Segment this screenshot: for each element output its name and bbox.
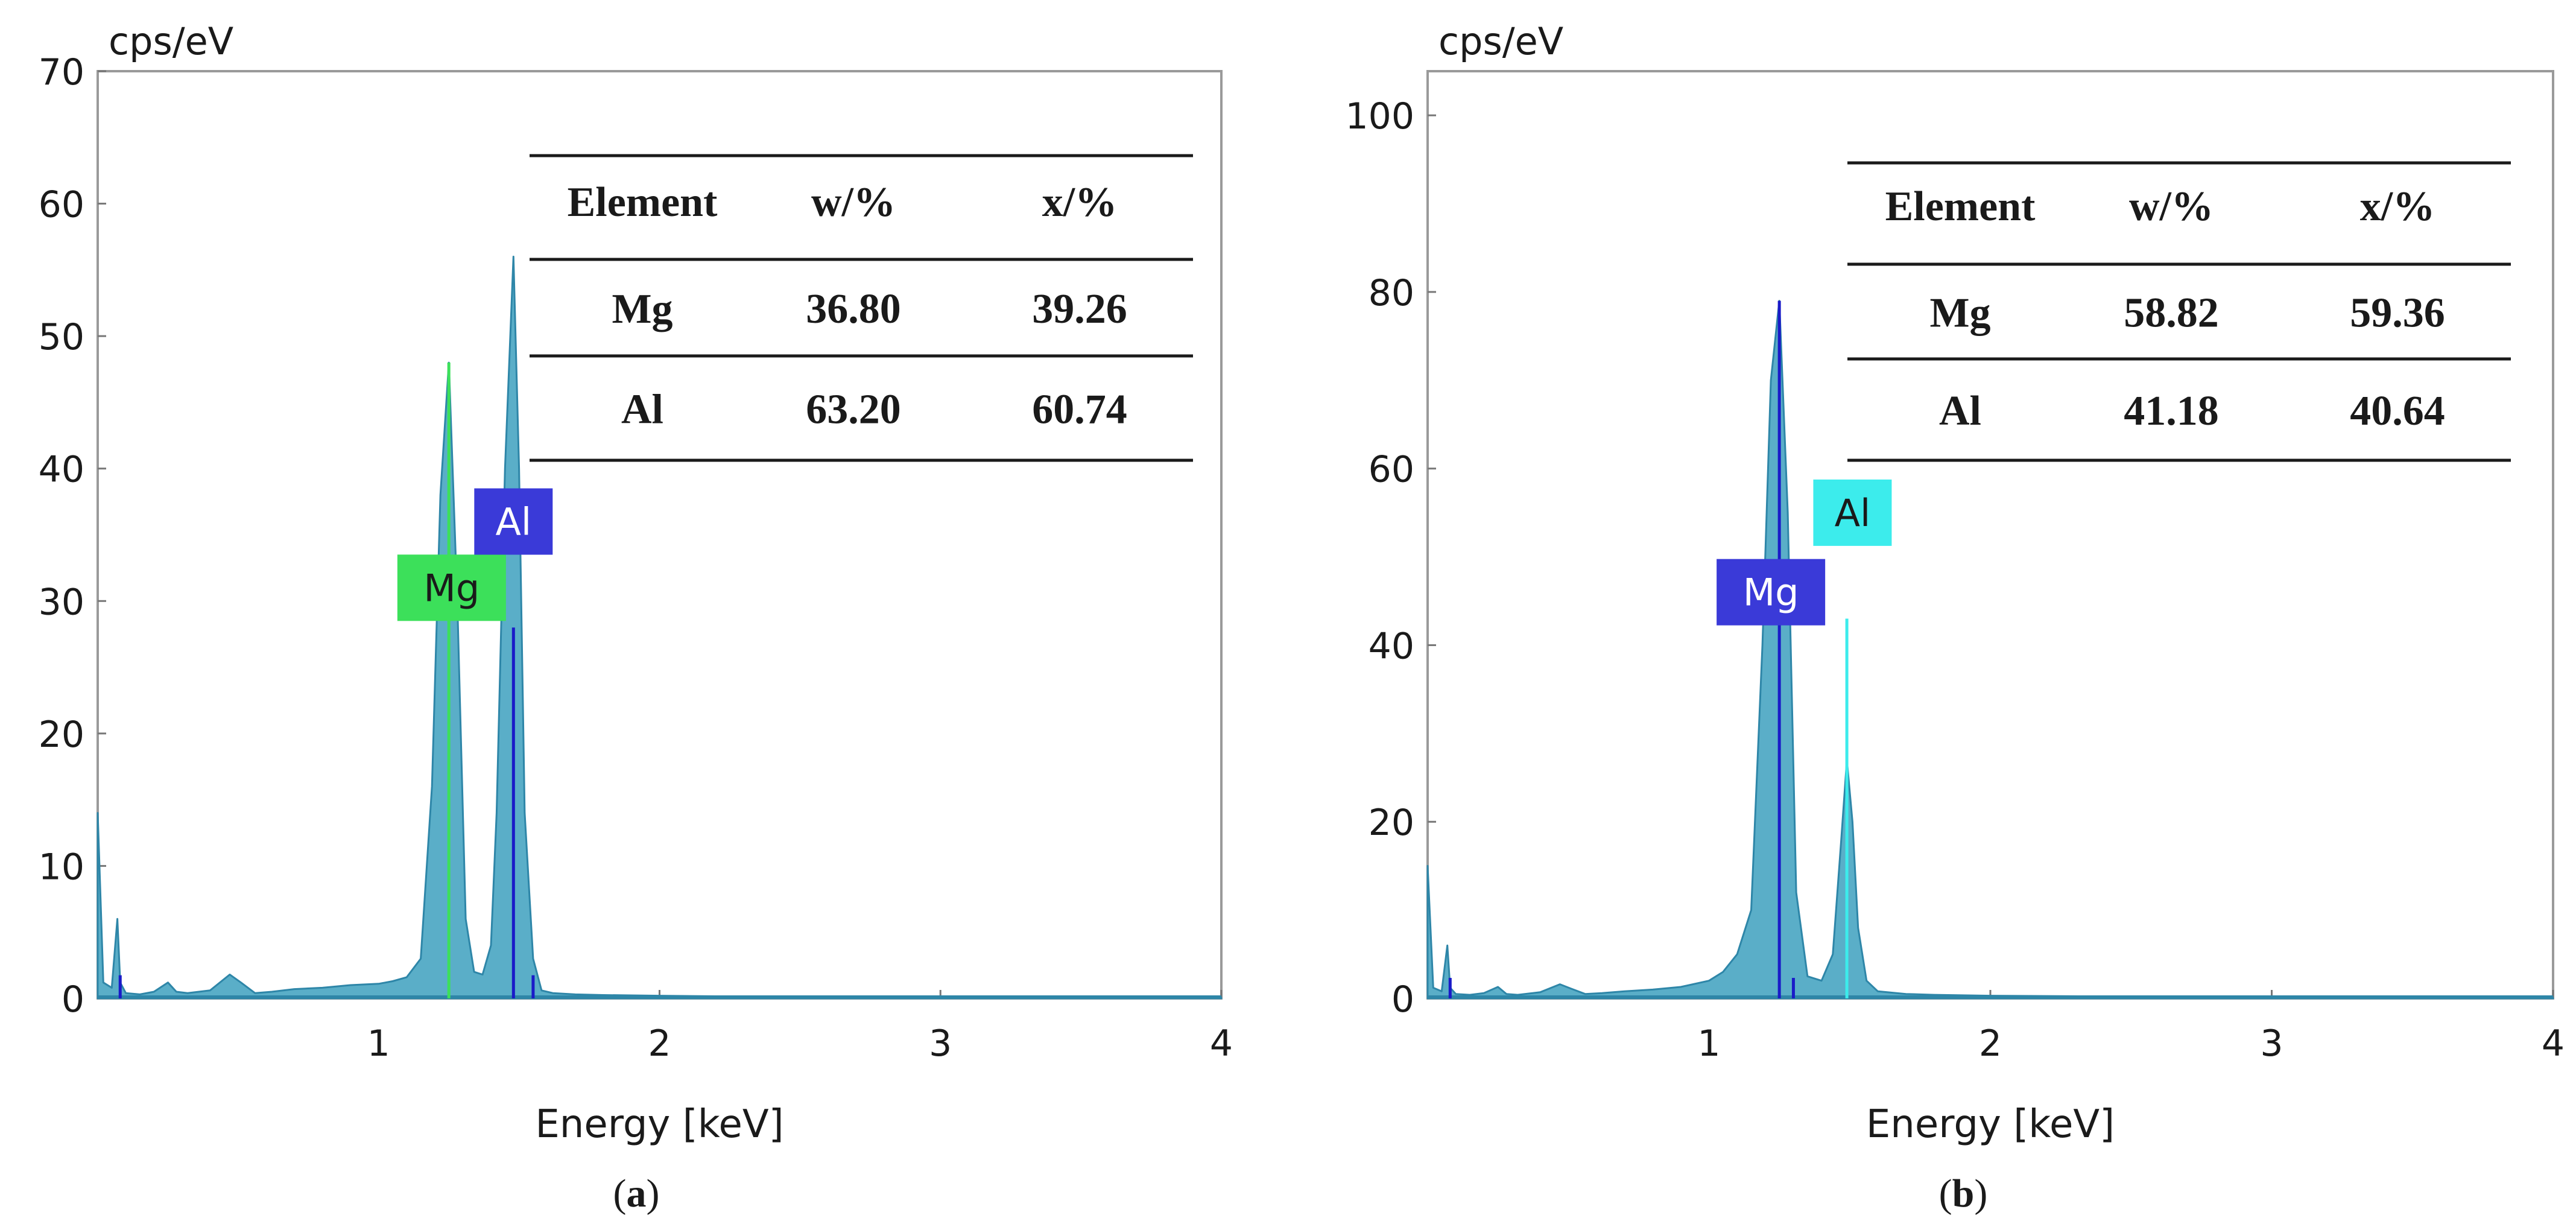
- y-tick-label: 60: [39, 184, 84, 226]
- y-tick-label: 30: [39, 581, 84, 623]
- y-axis-title: cps/eV: [1438, 19, 1563, 63]
- table-header: x/%: [2360, 183, 2435, 230]
- y-tick-label: 10: [39, 846, 84, 888]
- table-cell: 41.18: [2124, 388, 2219, 434]
- table-cell: 40.64: [2350, 388, 2445, 434]
- spectrum-area: [1426, 300, 2554, 1000]
- element-tag-label: Al: [1835, 491, 1871, 535]
- table-header: x/%: [1042, 179, 1117, 226]
- x-tick-label: 3: [2260, 1023, 2283, 1065]
- table-header: w/%: [811, 179, 896, 226]
- element-tag-label: Mg: [1743, 571, 1799, 615]
- element-tag-mg: [397, 554, 506, 621]
- x-axis-title: Energy [keV]: [535, 1102, 783, 1147]
- element-tag-al: [1813, 479, 1892, 546]
- panel-a: 0 10 20 30 40 50 60 70 1 2 3 4 cps/eV Energy [keV] Mg A…: [39, 19, 1233, 1216]
- x-tick-label: 4: [1210, 1023, 1233, 1065]
- table-cell: Mg: [612, 286, 672, 332]
- table-header: Element: [1885, 183, 2036, 230]
- element-tag-label: Mg: [423, 566, 479, 610]
- y-axis-title: cps/eV: [109, 19, 233, 63]
- panel-label: (a): [613, 1172, 660, 1216]
- x-tick-label: 2: [1979, 1023, 2002, 1065]
- table-header: Element: [568, 179, 718, 226]
- y-tick-label: 0: [1391, 978, 1414, 1021]
- plot-frame: [97, 70, 1223, 1000]
- table-header: w/%: [2129, 183, 2214, 230]
- table-cell: 63.20: [806, 387, 901, 433]
- element-tag-al: [474, 488, 553, 555]
- element-tag-label: Al: [495, 500, 531, 544]
- y-tick-label: 40: [39, 449, 84, 491]
- table-cell: 39.26: [1032, 286, 1127, 332]
- plot-frame: [1426, 70, 2554, 1000]
- y-tick-label: 100: [1345, 95, 1414, 138]
- y-tick-label: 0: [62, 978, 84, 1021]
- table-cell: 60.74: [1032, 387, 1127, 433]
- table-cell: Al: [1939, 388, 1981, 434]
- y-tick-label: 40: [1369, 625, 1414, 667]
- x-tick-label: 1: [1697, 1023, 1720, 1065]
- table-cell: 36.80: [806, 286, 901, 332]
- x-tick-label: 4: [2542, 1023, 2565, 1065]
- element-tag-mg: [1717, 559, 1826, 626]
- x-tick-label: 3: [929, 1023, 952, 1065]
- x-tick-label: 1: [367, 1023, 390, 1065]
- y-tick-label: 20: [1369, 802, 1414, 844]
- y-tick-label: 80: [1369, 272, 1414, 314]
- table-cell: 59.36: [2350, 290, 2445, 337]
- x-tick-label: 2: [648, 1023, 671, 1065]
- y-tick-label: 60: [1369, 449, 1414, 491]
- y-tick-label: 50: [39, 316, 84, 358]
- panel-b: 0 20 40 60 80 100 1 2 3 4 cps/eV Energy [keV] Mg Al El…: [1345, 19, 2565, 1216]
- table-cell: Mg: [1929, 290, 1990, 337]
- y-tick-label: 20: [39, 714, 84, 756]
- panel-label: (b): [1939, 1172, 1988, 1216]
- x-axis-title: Energy [keV]: [1866, 1102, 2115, 1147]
- spectrum-area: [97, 255, 1223, 1000]
- y-tick-label: 70: [39, 51, 84, 94]
- table-cell: 58.82: [2124, 290, 2219, 337]
- table-cell: Al: [621, 387, 663, 433]
